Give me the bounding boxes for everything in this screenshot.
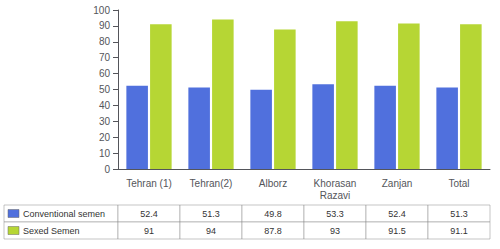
svg-text:91.5: 91.5 xyxy=(388,226,406,236)
svg-text:53.3: 53.3 xyxy=(326,209,344,219)
svg-text:20: 20 xyxy=(99,132,111,143)
svg-text:93: 93 xyxy=(330,226,340,236)
svg-text:52.4: 52.4 xyxy=(388,209,406,219)
svg-text:Khorasan: Khorasan xyxy=(314,178,357,189)
svg-text:90: 90 xyxy=(99,20,111,31)
svg-text:60: 60 xyxy=(99,68,111,79)
svg-text:50: 50 xyxy=(99,84,111,95)
svg-text:80: 80 xyxy=(99,36,111,47)
svg-text:Zanjan: Zanjan xyxy=(382,178,413,189)
svg-text:Sexed Semen: Sexed Semen xyxy=(23,226,80,236)
svg-text:Total: Total xyxy=(448,178,469,189)
svg-text:Alborz: Alborz xyxy=(259,178,287,189)
svg-text:70: 70 xyxy=(99,52,111,63)
svg-text:Conventional semen: Conventional semen xyxy=(23,209,105,219)
svg-text:91: 91 xyxy=(144,226,154,236)
svg-text:87.8: 87.8 xyxy=(264,226,282,236)
svg-text:10: 10 xyxy=(99,148,111,159)
svg-text:51.3: 51.3 xyxy=(450,209,468,219)
svg-text:51.3: 51.3 xyxy=(202,209,220,219)
svg-text:94: 94 xyxy=(206,226,216,236)
svg-text:91.1: 91.1 xyxy=(450,226,468,236)
svg-text:Tehran(2): Tehran(2) xyxy=(190,178,233,189)
svg-text:Tehran (1): Tehran (1) xyxy=(126,178,172,189)
svg-text:0: 0 xyxy=(104,164,110,175)
svg-text:100: 100 xyxy=(93,5,110,16)
svg-text:49.8: 49.8 xyxy=(264,209,282,219)
svg-text:30: 30 xyxy=(99,116,111,127)
svg-text:40: 40 xyxy=(99,100,111,111)
svg-text:Razavi: Razavi xyxy=(320,190,351,201)
svg-text:52.4: 52.4 xyxy=(140,209,158,219)
